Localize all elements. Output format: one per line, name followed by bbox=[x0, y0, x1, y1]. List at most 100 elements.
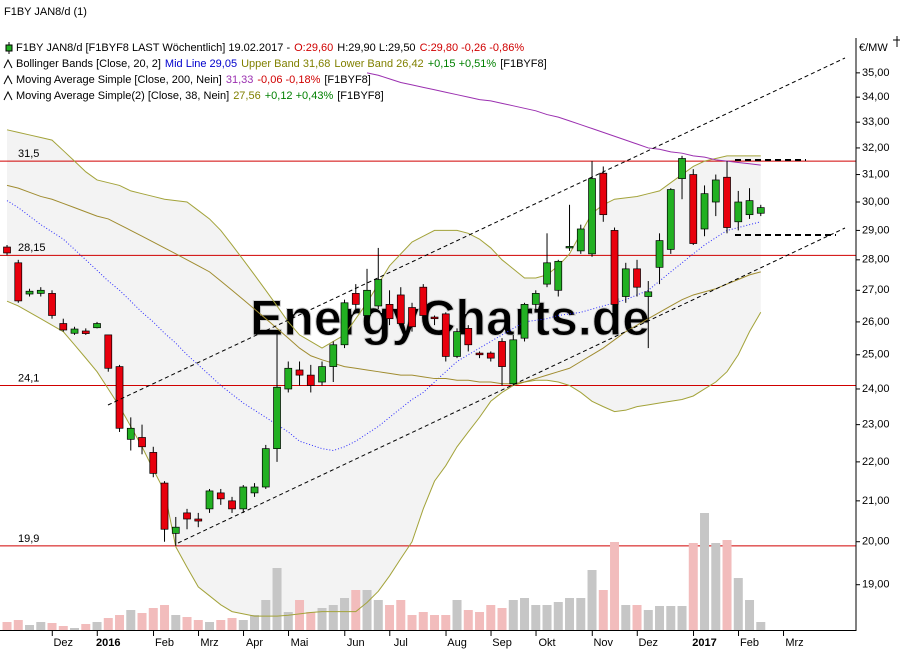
volume-bar bbox=[2, 622, 12, 630]
y-tick-label: 32,00 bbox=[862, 142, 890, 154]
volume-bar bbox=[632, 605, 642, 630]
candle-body bbox=[531, 293, 540, 305]
legend-text: C:29,80 -0,26 -0,86% bbox=[420, 42, 525, 54]
x-tick-label: Apr bbox=[246, 637, 263, 649]
volume-bar bbox=[666, 606, 676, 630]
legend-entry: Bollinger Bands [Close, 20, 2] Mid Line 2… bbox=[16, 58, 547, 70]
candle-body bbox=[115, 366, 124, 429]
level-label: 28,15 bbox=[18, 242, 46, 254]
legend-text: F1BY JAN8/d [F1BYF8 LAST Wöchentlich] 19… bbox=[16, 42, 290, 54]
candle-body bbox=[689, 174, 698, 244]
volume-bar bbox=[205, 622, 215, 630]
candle-body bbox=[520, 304, 529, 339]
x-tick-label: 2016 bbox=[96, 637, 120, 649]
candle-body bbox=[745, 200, 754, 216]
pin-icon bbox=[893, 36, 900, 47]
candle-body bbox=[385, 304, 394, 320]
x-tick-label: Aug bbox=[447, 637, 467, 649]
candle-body bbox=[216, 492, 225, 500]
y-tick-label: 33,00 bbox=[862, 116, 890, 128]
y-tick-label: 30,00 bbox=[862, 196, 890, 208]
x-tick-label: Dez bbox=[53, 637, 73, 649]
volume-bar bbox=[430, 615, 440, 630]
y-tick-label: 29,00 bbox=[862, 224, 890, 236]
legend-entry: Moving Average Simple(2) [Close, 38, Nei… bbox=[16, 90, 384, 102]
volume-bar bbox=[677, 606, 687, 630]
moving-average bbox=[6, 200, 761, 452]
volume-bar bbox=[407, 615, 417, 630]
candle-body bbox=[610, 230, 619, 305]
x-tick-label: Feb bbox=[155, 637, 174, 649]
legend-text: Bollinger Bands [Close, 20, 2] bbox=[16, 58, 161, 70]
x-tick-label: 2017 bbox=[692, 637, 716, 649]
volume-bar bbox=[126, 610, 136, 630]
volume-bar bbox=[385, 605, 395, 630]
volume-bar bbox=[272, 568, 282, 630]
y-tick-label: 35,00 bbox=[862, 67, 890, 79]
candle-body bbox=[250, 486, 259, 494]
legend-text: 27,56 bbox=[233, 90, 261, 102]
volume-bar bbox=[306, 612, 316, 630]
x-tick-label: Mrz bbox=[200, 637, 218, 649]
candle-body bbox=[81, 330, 90, 334]
y-tick-label: 25,00 bbox=[862, 349, 890, 361]
volume-bar bbox=[396, 600, 406, 630]
y-axis-label: €/MW bbox=[859, 42, 888, 54]
candle-body bbox=[565, 246, 574, 249]
candle-body bbox=[329, 344, 338, 367]
candle-body bbox=[351, 293, 360, 305]
legend-text: Upper Band 31,68 bbox=[241, 58, 330, 70]
volume-bar bbox=[13, 620, 23, 630]
moving-average bbox=[366, 72, 761, 166]
candle-body bbox=[340, 302, 349, 346]
level-label: 24,1 bbox=[18, 372, 39, 384]
volume-bar bbox=[418, 612, 428, 630]
y-tick-label: 34,00 bbox=[862, 91, 890, 103]
candle-body bbox=[171, 526, 180, 534]
volume-bar bbox=[621, 605, 631, 630]
candle-body bbox=[228, 500, 236, 510]
y-tick-label: 22,00 bbox=[862, 456, 890, 468]
volume-bar bbox=[340, 598, 350, 630]
candle-body bbox=[295, 369, 304, 376]
candle-body bbox=[543, 262, 551, 285]
candle-body bbox=[700, 193, 709, 230]
y-tick-label: 19,00 bbox=[862, 579, 890, 591]
volume-bar bbox=[497, 608, 507, 630]
volume-bar bbox=[47, 623, 57, 630]
x-tick-label: Mai bbox=[291, 637, 309, 649]
moving-average bbox=[6, 184, 761, 385]
candle-body bbox=[734, 201, 743, 223]
y-tick-label: 21,00 bbox=[862, 495, 890, 507]
candle-body bbox=[588, 178, 596, 255]
candle-body bbox=[666, 189, 675, 250]
volume-bar bbox=[283, 612, 293, 630]
legend-text: Lower Band 26,42 bbox=[334, 58, 423, 70]
level-label: 31,5 bbox=[18, 148, 39, 160]
legend-icons bbox=[3, 42, 13, 101]
volume-bar bbox=[553, 602, 563, 630]
candle-body bbox=[655, 240, 664, 268]
candle-body bbox=[261, 448, 270, 488]
y-tick-label: 23,00 bbox=[862, 419, 890, 431]
candle-body bbox=[36, 289, 45, 294]
volume-bar bbox=[688, 543, 698, 630]
candle-body bbox=[644, 291, 653, 297]
volume-bar bbox=[148, 608, 158, 630]
candle-body bbox=[59, 323, 68, 331]
volume-bar bbox=[70, 628, 80, 630]
volume-bar bbox=[115, 615, 125, 630]
candle-body bbox=[756, 207, 765, 214]
volume-bar bbox=[700, 513, 710, 630]
level-label: 19,9 bbox=[18, 533, 39, 545]
volume-bar bbox=[756, 622, 766, 630]
volume-bar bbox=[328, 605, 338, 630]
candle-body bbox=[284, 367, 293, 390]
volume-bar bbox=[441, 615, 451, 630]
trend-lines bbox=[107, 57, 846, 544]
volume-bar bbox=[542, 605, 552, 630]
legend-entry: Moving Average Simple [Close, 200, Nein]… bbox=[16, 74, 371, 86]
candle-body bbox=[160, 482, 169, 530]
candle-body bbox=[25, 290, 34, 295]
volume-bar bbox=[486, 605, 496, 630]
